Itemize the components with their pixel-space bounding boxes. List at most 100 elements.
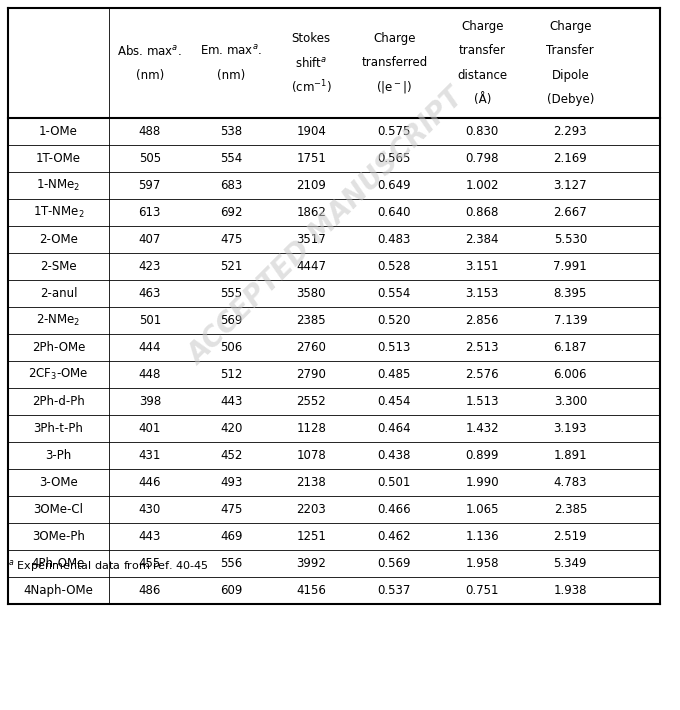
Text: 3-OMe: 3-OMe xyxy=(39,476,78,489)
Text: 2109: 2109 xyxy=(296,179,326,192)
Text: 2-SMe: 2-SMe xyxy=(40,260,77,273)
Text: Charge: Charge xyxy=(549,20,592,33)
Text: 4156: 4156 xyxy=(296,584,326,597)
Text: 431: 431 xyxy=(139,449,161,462)
Text: 3517: 3517 xyxy=(296,233,326,246)
Text: 1078: 1078 xyxy=(296,449,326,462)
Text: 613: 613 xyxy=(139,206,161,219)
Text: 443: 443 xyxy=(220,395,243,408)
Text: 446: 446 xyxy=(139,476,161,489)
Text: 5.530: 5.530 xyxy=(554,233,587,246)
Text: 1.002: 1.002 xyxy=(466,179,499,192)
Text: transfer: transfer xyxy=(459,44,506,58)
Text: $^a$ Experimental data from ref. 40-45: $^a$ Experimental data from ref. 40-45 xyxy=(8,558,208,574)
Text: 2138: 2138 xyxy=(296,476,326,489)
Text: 1.958: 1.958 xyxy=(466,557,499,570)
Text: 3.193: 3.193 xyxy=(554,422,587,435)
Text: 0.466: 0.466 xyxy=(377,503,411,516)
Text: 2.513: 2.513 xyxy=(466,341,499,354)
Text: 2.385: 2.385 xyxy=(554,503,587,516)
Text: 0.513: 0.513 xyxy=(377,341,411,354)
Text: 2552: 2552 xyxy=(296,395,326,408)
Text: 443: 443 xyxy=(139,530,161,543)
Text: 455: 455 xyxy=(139,557,161,570)
Text: 597: 597 xyxy=(139,179,161,192)
Text: 2790: 2790 xyxy=(296,368,326,381)
Text: 1-NMe$_2$: 1-NMe$_2$ xyxy=(36,178,81,193)
Text: 7.139: 7.139 xyxy=(554,314,587,327)
Text: 0.899: 0.899 xyxy=(466,449,499,462)
Text: (nm): (nm) xyxy=(217,69,245,82)
Text: 3992: 3992 xyxy=(296,557,326,570)
Text: 0.464: 0.464 xyxy=(377,422,411,435)
Text: 1.891: 1.891 xyxy=(554,449,587,462)
Text: 0.520: 0.520 xyxy=(377,314,411,327)
Text: 1904: 1904 xyxy=(296,125,326,138)
Text: 2Ph-d-Ph: 2Ph-d-Ph xyxy=(32,395,85,408)
Text: 3.153: 3.153 xyxy=(466,287,499,300)
Text: 0.575: 0.575 xyxy=(377,125,411,138)
Text: 1251: 1251 xyxy=(296,530,326,543)
Text: 2-NMe$_2$: 2-NMe$_2$ xyxy=(36,313,81,328)
Text: 0.830: 0.830 xyxy=(466,125,499,138)
Text: 505: 505 xyxy=(139,152,161,165)
Text: shift$^a$: shift$^a$ xyxy=(295,56,327,70)
Text: (Å): (Å) xyxy=(474,93,491,106)
Text: 1T-OMe: 1T-OMe xyxy=(36,152,81,165)
Text: 475: 475 xyxy=(220,503,243,516)
Text: 1.513: 1.513 xyxy=(466,395,499,408)
Text: 2.667: 2.667 xyxy=(554,206,588,219)
Text: 420: 420 xyxy=(220,422,243,435)
Text: 8.395: 8.395 xyxy=(554,287,587,300)
Text: 1.938: 1.938 xyxy=(554,584,587,597)
Text: 3Ph-t-Ph: 3Ph-t-Ph xyxy=(33,422,84,435)
Text: 401: 401 xyxy=(139,422,161,435)
Text: 4.783: 4.783 xyxy=(554,476,587,489)
Text: 486: 486 xyxy=(139,584,161,597)
Text: 0.798: 0.798 xyxy=(466,152,499,165)
Text: 0.751: 0.751 xyxy=(466,584,499,597)
Text: 0.462: 0.462 xyxy=(377,530,411,543)
Text: 569: 569 xyxy=(220,314,243,327)
Text: 1862: 1862 xyxy=(296,206,326,219)
Text: 5.349: 5.349 xyxy=(554,557,587,570)
Text: 0.565: 0.565 xyxy=(377,152,411,165)
Text: 1T-NMe$_2$: 1T-NMe$_2$ xyxy=(33,205,84,220)
Text: 3OMe-Cl: 3OMe-Cl xyxy=(33,503,84,516)
Text: 4447: 4447 xyxy=(296,260,326,273)
Text: 2.169: 2.169 xyxy=(554,152,588,165)
Text: 0.569: 0.569 xyxy=(377,557,411,570)
Text: 7.991: 7.991 xyxy=(554,260,588,273)
Text: 609: 609 xyxy=(220,584,243,597)
Text: 6.006: 6.006 xyxy=(554,368,587,381)
Text: 3580: 3580 xyxy=(296,287,326,300)
Text: 4Naph-OMe: 4Naph-OMe xyxy=(24,584,93,597)
Text: 0.438: 0.438 xyxy=(377,449,411,462)
Text: (|e$^-$|): (|e$^-$|) xyxy=(376,80,412,95)
Text: 2Ph-OMe: 2Ph-OMe xyxy=(32,341,85,354)
Text: 2203: 2203 xyxy=(296,503,326,516)
Text: 3.151: 3.151 xyxy=(466,260,499,273)
Text: 2-anul: 2-anul xyxy=(39,287,78,300)
Text: 506: 506 xyxy=(220,341,243,354)
Text: 0.649: 0.649 xyxy=(377,179,411,192)
Text: 2.856: 2.856 xyxy=(466,314,499,327)
Text: Charge: Charge xyxy=(461,20,504,33)
Text: 2.293: 2.293 xyxy=(554,125,587,138)
Text: 3.300: 3.300 xyxy=(554,395,587,408)
Text: Charge: Charge xyxy=(373,32,415,45)
Text: 1751: 1751 xyxy=(296,152,326,165)
Text: 493: 493 xyxy=(220,476,243,489)
Text: 1.065: 1.065 xyxy=(466,503,499,516)
Text: (Debye): (Debye) xyxy=(547,93,594,106)
Text: Abs. max$^a$.: Abs. max$^a$. xyxy=(118,44,182,58)
Text: 683: 683 xyxy=(220,179,243,192)
Text: Stokes: Stokes xyxy=(292,32,330,45)
Text: 555: 555 xyxy=(220,287,242,300)
Text: 556: 556 xyxy=(220,557,243,570)
Text: 0.640: 0.640 xyxy=(377,206,411,219)
Text: 444: 444 xyxy=(139,341,161,354)
Text: 4Ph-OMe: 4Ph-OMe xyxy=(32,557,85,570)
Text: 469: 469 xyxy=(220,530,243,543)
Text: 3-Ph: 3-Ph xyxy=(46,449,71,462)
